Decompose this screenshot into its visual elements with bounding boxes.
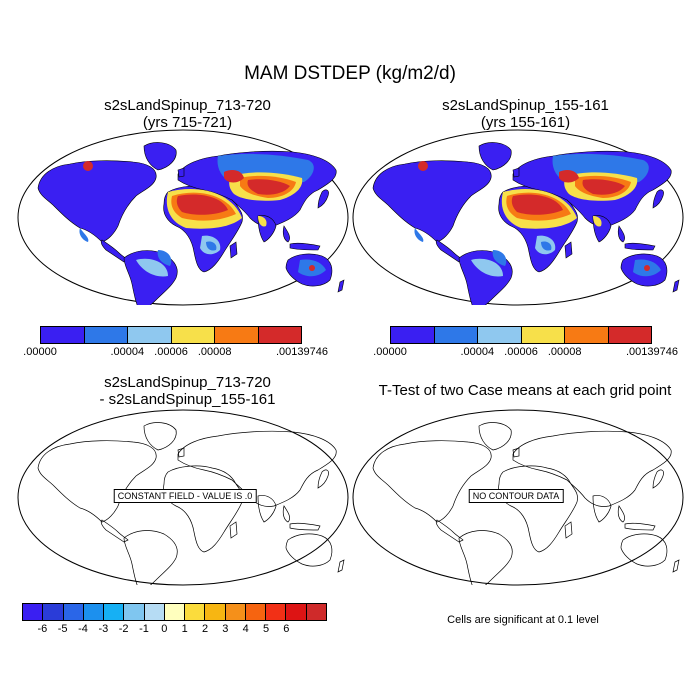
colorbar-panel-1-tick-label: .00004: [110, 346, 145, 358]
colorbar-panel-1-swatch-2: [128, 327, 172, 343]
colorbar-panel-1-tick-label: .00139746: [276, 346, 328, 358]
colorbar-panel-1-swatch-3: [171, 327, 215, 343]
colorbar-panel-1-swatch-0: [41, 327, 85, 343]
panel-2-map: [352, 129, 684, 306]
significance-note: Cells are significant at 0.1 level: [447, 614, 599, 626]
colorbar-panel-2-tick-label: .00004: [460, 346, 495, 358]
colorbar-panel-2-swatch-3: [521, 327, 565, 343]
colorbar-difference-tick-label: -6: [37, 623, 48, 635]
colorbar-difference-swatch-13: [286, 604, 307, 620]
colorbar-difference-tick-label: -5: [57, 623, 68, 635]
colorbar-panel-1-tick-label: .00000: [23, 346, 57, 358]
colorbar-panel-1-swatch-1: [84, 327, 128, 343]
colorbar-difference-swatch-6: [144, 604, 165, 620]
colorbar-panel-2-tick-label: .00006: [504, 346, 538, 358]
panel-3-title-line2: - s2sLandSpinup_155-161: [99, 391, 276, 408]
colorbar-difference-tick-label: 5: [262, 623, 270, 635]
colorbar-difference-tick-label: 6: [283, 623, 290, 635]
panel-1-dust-overlay: [79, 153, 326, 277]
colorbar-difference-tick-label: 1: [181, 623, 188, 635]
panel-2-title: s2sLandSpinup_155-161 (yrs 155-161): [363, 97, 688, 131]
colorbar-difference-swatch-9: [205, 604, 226, 620]
colorbar-difference-tick-label: 0: [161, 623, 168, 635]
colorbar-difference-tick-label: -1: [139, 623, 149, 635]
no-contour-label: NO CONTOUR DATA: [468, 489, 564, 503]
colorbar-panel-2-swatch-0: [391, 327, 435, 343]
colorbar-panel-2: [390, 326, 652, 344]
panel-3-title-line1: s2sLandSpinup_713-720: [104, 374, 271, 391]
panel-1-title-line2: (yrs 715-721): [142, 114, 233, 131]
panel-4-title-line1: T-Test of two Case means at each grid po…: [378, 382, 672, 399]
colorbar-panel-1-swatch-5: [258, 327, 301, 343]
colorbar-difference-swatch-0: [23, 604, 44, 620]
colorbar-difference-swatch-2: [63, 604, 84, 620]
panel-2-title-line1: s2sLandSpinup_155-161: [442, 97, 609, 114]
colorbar-difference-swatch-12: [266, 604, 287, 620]
colorbar-difference-swatch-8: [185, 604, 206, 620]
panel-4-title: T-Test of two Case means at each grid po…: [355, 382, 695, 399]
panel-1-map: [17, 129, 349, 306]
panel-1-title: s2sLandSpinup_713-720 (yrs 715-721): [25, 97, 350, 131]
panel-2-dust-overlay: [414, 153, 661, 277]
colorbar-panel-2-tick-label: .00000: [373, 346, 407, 358]
colorbar-panel-1-swatch-4: [215, 327, 259, 343]
colorbar-panel-1-tick-label: .00006: [154, 346, 188, 358]
panel-1-title-line1: s2sLandSpinup_713-720: [104, 97, 271, 114]
colorbar-panel-2-tick-label: .00139746: [626, 346, 678, 358]
colorbar-difference-tick-label: -4: [78, 623, 88, 635]
colorbar-difference-tick-label: -2: [118, 623, 129, 635]
colorbar-difference-tick-label: 3: [222, 623, 229, 635]
colorbar-difference-swatch-10: [225, 604, 246, 620]
colorbar-panel-1-tick-label: .00008: [197, 346, 232, 358]
colorbar-panel-2-swatch-1: [434, 327, 478, 343]
panel-3-title: s2sLandSpinup_713-720 - s2sLandSpinup_15…: [25, 374, 350, 408]
colorbar-panel-2-tick-label: .00008: [547, 346, 582, 358]
colorbar-difference-swatch-3: [83, 604, 105, 620]
colorbar-difference-swatch-5: [124, 604, 145, 620]
colorbar-panel-2-swatch-5: [608, 327, 651, 343]
colorbar-difference-swatch-11: [245, 604, 267, 620]
colorbar-panel-2-swatch-2: [478, 327, 522, 343]
colorbar-difference-swatch-4: [104, 604, 125, 620]
colorbar-difference-swatch-14: [306, 604, 326, 620]
colorbar-difference-swatch-7: [164, 604, 186, 620]
colorbar-difference-tick-label: 4: [242, 623, 249, 635]
colorbar-difference-tick-label: -3: [98, 623, 109, 635]
colorbar-difference-swatch-1: [43, 604, 64, 620]
constant-field-label: CONSTANT FIELD - VALUE IS .0: [113, 489, 257, 503]
main-title: MAM DSTDEP (kg/m2/d): [244, 63, 456, 84]
colorbar-difference-tick-label: 2: [201, 623, 209, 635]
panel-2-title-line2: (yrs 155-161): [480, 114, 571, 131]
colorbar-panel-1: [40, 326, 302, 344]
colorbar-difference: [22, 603, 327, 621]
colorbar-panel-2-swatch-4: [565, 327, 609, 343]
